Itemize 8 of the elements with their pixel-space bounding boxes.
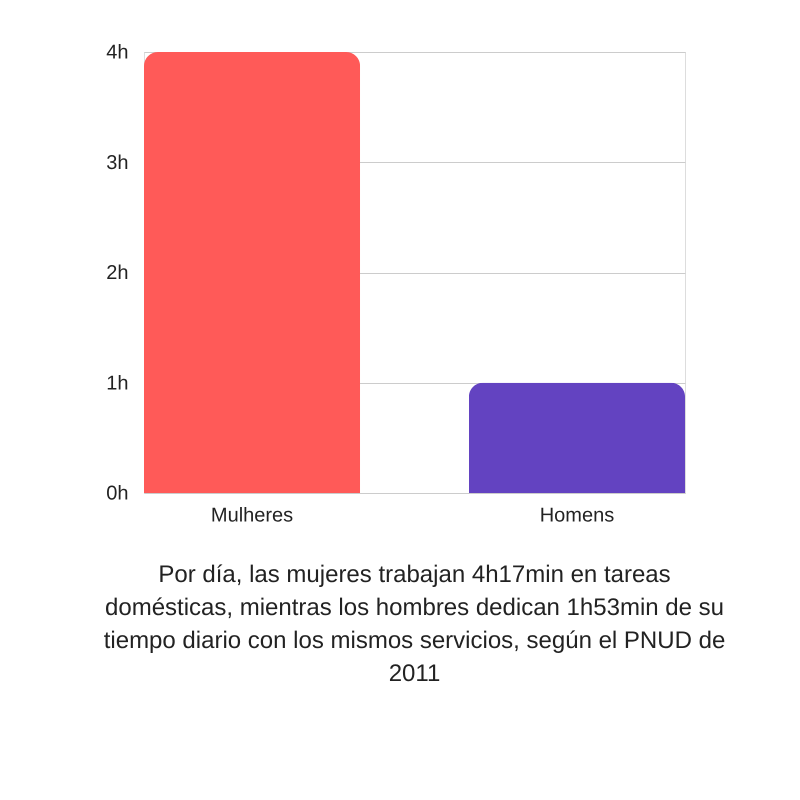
y-tick-label: 3h [106,152,128,174]
x-tick-label: Mulheres [210,504,294,526]
y-tick-label: 0h [106,482,128,504]
x-tick-label: Homens [540,504,614,526]
y-tick-label: 1h [106,372,128,394]
y-tick-label: 2h [106,262,128,284]
text: Por día, las mujeres trabajan 4h17min en tareas domésticas, mientras los hombres dedican 1h53min de su tiempo diario con los mismos servicios, según el PNUD de 2011 [104,561,726,687]
y-tick-label: 4h [106,42,128,64]
